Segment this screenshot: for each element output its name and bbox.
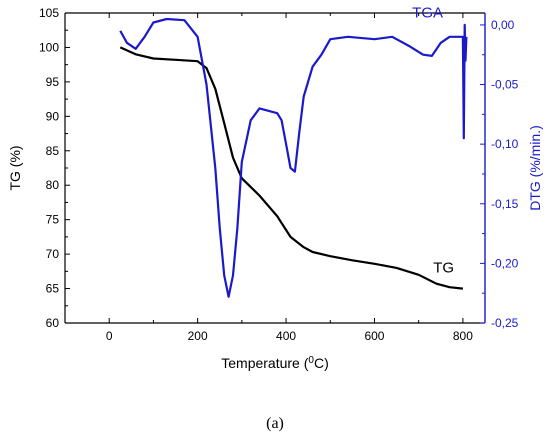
figure-caption: (a) xyxy=(266,415,284,432)
y-left-tick-label: 90 xyxy=(46,109,60,123)
y-right-tick-label: -0,20 xyxy=(491,256,519,270)
y-left-tick-label: 60 xyxy=(46,316,60,330)
y-left-tick-label: 95 xyxy=(46,75,60,89)
x-tick-label: 200 xyxy=(188,329,208,343)
y-left-axis-title: TG (%) xyxy=(7,145,23,190)
x-axis-title: Temperature (0C) xyxy=(221,355,329,372)
y-right-tick-label: -0,15 xyxy=(491,197,519,211)
series-label-tga: TGA xyxy=(412,4,443,21)
y-left-tick-label: 70 xyxy=(46,247,60,261)
y-right-tick-label: 0,00 xyxy=(491,18,515,32)
series-line-tg xyxy=(119,46,464,290)
y-left-tick-label: 85 xyxy=(46,144,60,158)
y-right-axis-title: DTG (%/min.) xyxy=(527,125,543,211)
y-left-tick-label: 100 xyxy=(39,40,59,54)
y-right-tick-label: -0,10 xyxy=(491,137,519,151)
y-right-tick-label: -0,25 xyxy=(491,316,519,330)
x-tick-label: 0 xyxy=(106,329,113,343)
x-tick-label: 800 xyxy=(453,329,473,343)
y-left-tick-label: 105 xyxy=(39,6,59,20)
x-tick-label: 400 xyxy=(276,329,296,343)
y-left-tick-label: 65 xyxy=(46,282,60,296)
series-label-tg: TG xyxy=(433,260,454,277)
y-left-tick-label: 80 xyxy=(46,178,60,192)
y-left-tick-label: 75 xyxy=(46,213,60,227)
series-line-tga xyxy=(119,17,468,298)
x-tick-label: 600 xyxy=(364,329,384,343)
y-right-tick-label: -0,05 xyxy=(491,78,519,92)
